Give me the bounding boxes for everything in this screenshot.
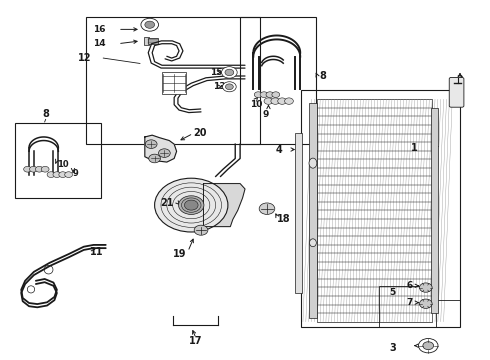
Bar	[162, 72, 186, 94]
Bar	[86, 17, 260, 144]
Text: 8: 8	[42, 109, 49, 119]
Ellipse shape	[309, 158, 317, 168]
Circle shape	[146, 140, 157, 148]
Bar	[15, 123, 101, 198]
Text: 7: 7	[406, 298, 413, 307]
Bar	[240, 17, 316, 144]
Text: 19: 19	[173, 248, 186, 258]
Circle shape	[221, 67, 237, 78]
Bar	[431, 108, 438, 313]
Circle shape	[272, 92, 280, 98]
Bar	[301, 90, 460, 327]
Text: 3: 3	[390, 343, 396, 353]
Circle shape	[278, 98, 287, 104]
Circle shape	[141, 18, 159, 31]
Circle shape	[418, 338, 438, 353]
Circle shape	[155, 178, 228, 232]
Circle shape	[266, 92, 274, 98]
Circle shape	[254, 92, 262, 98]
Text: 20: 20	[194, 129, 207, 138]
Text: 11: 11	[90, 247, 103, 257]
Text: 10: 10	[249, 100, 262, 109]
Circle shape	[65, 172, 73, 177]
Polygon shape	[145, 135, 176, 162]
Text: 10: 10	[57, 160, 69, 169]
Ellipse shape	[310, 239, 317, 247]
Text: 14: 14	[93, 39, 106, 48]
Circle shape	[178, 196, 204, 215]
Circle shape	[24, 166, 31, 172]
Text: 13: 13	[213, 82, 225, 91]
Circle shape	[35, 166, 43, 172]
Text: 6: 6	[406, 281, 413, 290]
Circle shape	[184, 200, 198, 210]
Text: 18: 18	[277, 215, 291, 224]
Text: 4: 4	[276, 144, 283, 154]
Circle shape	[419, 299, 432, 309]
Circle shape	[419, 283, 432, 292]
Bar	[318, 99, 432, 321]
Circle shape	[264, 98, 273, 104]
Text: 9: 9	[73, 169, 78, 178]
Text: 9: 9	[263, 110, 269, 119]
Text: 15: 15	[211, 68, 223, 77]
Circle shape	[181, 198, 201, 212]
Polygon shape	[203, 184, 245, 226]
Text: 16: 16	[93, 25, 106, 34]
Bar	[148, 38, 158, 44]
Circle shape	[53, 172, 61, 177]
Bar	[309, 103, 318, 318]
Circle shape	[285, 98, 294, 104]
Circle shape	[423, 342, 434, 350]
Circle shape	[225, 69, 234, 76]
Circle shape	[222, 82, 236, 92]
Text: 17: 17	[190, 336, 203, 346]
Circle shape	[260, 92, 268, 98]
Circle shape	[47, 172, 55, 177]
Circle shape	[41, 166, 49, 172]
Circle shape	[145, 21, 155, 28]
Text: 2: 2	[457, 75, 464, 85]
Bar	[144, 37, 149, 45]
Text: 21: 21	[161, 198, 174, 208]
Bar	[295, 134, 302, 293]
Text: 8: 8	[320, 71, 327, 81]
Text: 5: 5	[390, 288, 396, 297]
Text: 12: 12	[77, 53, 91, 63]
Circle shape	[159, 149, 170, 157]
Circle shape	[194, 225, 208, 235]
Circle shape	[149, 154, 160, 163]
Circle shape	[271, 98, 280, 104]
Circle shape	[225, 84, 233, 90]
Circle shape	[29, 166, 37, 172]
Circle shape	[259, 203, 275, 215]
Text: 1: 1	[411, 143, 417, 153]
FancyBboxPatch shape	[449, 77, 464, 107]
Circle shape	[59, 172, 67, 177]
Bar	[379, 286, 436, 327]
